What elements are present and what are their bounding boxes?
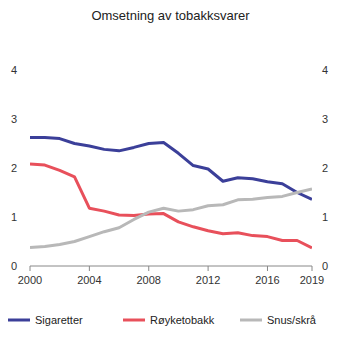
lines — [30, 138, 312, 248]
x-tick-label: 2004 — [77, 274, 101, 286]
x-tick — [89, 266, 90, 271]
y2-tick-label: 4 — [322, 64, 328, 76]
x-tick-label: 2000 — [18, 274, 42, 286]
x-axis — [30, 266, 312, 267]
legend-swatch — [8, 319, 30, 322]
x-tick — [267, 266, 268, 271]
y-tick-label: 4 — [11, 64, 17, 76]
x-tick — [30, 266, 31, 271]
legend-label: Snus/skrå — [267, 314, 317, 326]
legend-label: Sigaretter — [35, 314, 83, 326]
y-tick-label: 2 — [11, 162, 17, 174]
x-tick-label: 2008 — [136, 274, 160, 286]
y2-tick-label: 1 — [322, 211, 328, 223]
series-line — [30, 138, 312, 200]
chart: Omsetning av tobakksvarer 0 1 2 3 4 0 1 2 3 4 2000 2… — [0, 0, 341, 341]
y2-tick-label: 3 — [322, 113, 328, 125]
x-tick-label: 2012 — [196, 274, 220, 286]
x-tick — [208, 266, 209, 271]
x-tick — [312, 266, 313, 271]
x-tick-label: 2016 — [255, 274, 279, 286]
y2-tick-label: 2 — [322, 162, 328, 174]
legend-label: Røyketobakk — [150, 314, 215, 326]
legend-swatch — [123, 319, 145, 322]
series-line — [30, 164, 312, 248]
legend-swatch — [240, 319, 262, 322]
y-tick-label: 3 — [11, 113, 17, 125]
y-tick-label: 0 — [11, 260, 17, 272]
y2-tick-label: 0 — [322, 260, 328, 272]
legend: Sigaretter Røyketobakk Snus/skrå — [8, 314, 317, 326]
y-tick-label: 1 — [11, 211, 17, 223]
series-line — [30, 189, 312, 247]
title: Omsetning av tobakksvarer — [91, 8, 250, 23]
x-tick-label: 2019 — [300, 274, 324, 286]
x-tick — [148, 266, 149, 271]
